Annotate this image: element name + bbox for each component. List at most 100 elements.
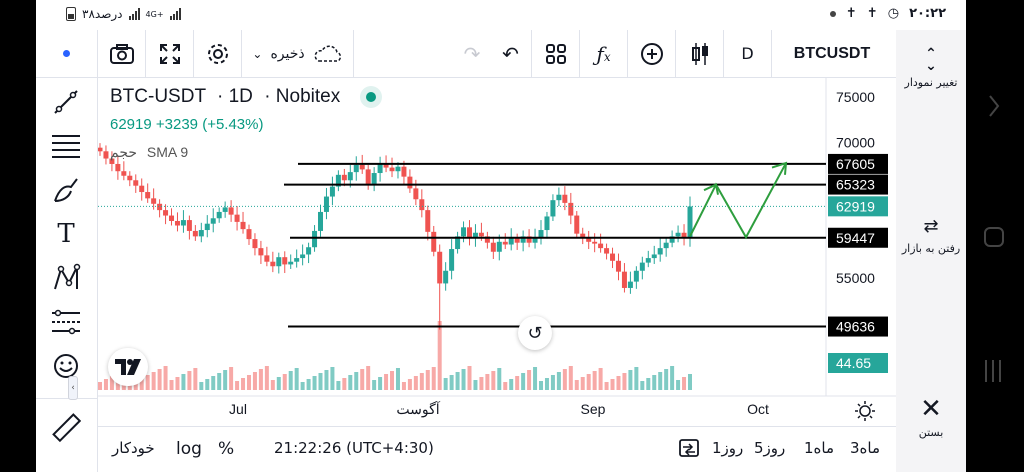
candle[interactable] <box>294 258 300 262</box>
candle[interactable] <box>139 185 145 193</box>
candle[interactable] <box>210 218 216 224</box>
candle[interactable] <box>413 188 419 200</box>
change-chart-button[interactable]: ⌃ ⌄ تغییر نمودار <box>896 47 966 89</box>
redo-button[interactable]: ↷ <box>454 30 490 78</box>
candle[interactable] <box>216 211 222 219</box>
chart-pane[interactable]: 7500070000650006000055000676056532362919… <box>97 78 896 426</box>
candle[interactable] <box>461 227 467 237</box>
candle[interactable] <box>127 175 133 181</box>
candle[interactable] <box>478 232 484 237</box>
candle[interactable] <box>246 229 252 240</box>
range-5d[interactable]: 5روز <box>754 439 786 457</box>
candle[interactable] <box>633 270 639 282</box>
candle[interactable] <box>121 171 127 176</box>
candle[interactable] <box>598 243 604 249</box>
candle[interactable] <box>359 164 365 170</box>
text-tool[interactable]: T <box>46 216 86 252</box>
candle[interactable] <box>252 239 258 249</box>
candle[interactable] <box>312 230 318 248</box>
date-range-icon[interactable] <box>678 437 700 463</box>
candle[interactable] <box>222 207 228 212</box>
candle[interactable] <box>198 230 204 237</box>
candle[interactable] <box>377 163 383 174</box>
clock-timezone[interactable]: 21:22:26 (UTC+4:30) <box>274 439 434 457</box>
fib-tool[interactable] <box>46 128 86 164</box>
candle[interactable] <box>145 192 151 199</box>
range-1m[interactable]: 1ماه <box>804 439 835 457</box>
candle[interactable] <box>347 172 353 181</box>
chart-type-button[interactable] <box>676 29 724 78</box>
brush-tool[interactable] <box>46 172 86 208</box>
candle[interactable] <box>276 257 282 267</box>
candle[interactable] <box>258 248 264 256</box>
candle[interactable] <box>270 261 276 267</box>
candle[interactable] <box>437 251 443 284</box>
candle[interactable] <box>395 166 401 172</box>
projection-path[interactable] <box>689 162 787 240</box>
indicators-button[interactable]: ƒx <box>580 29 628 78</box>
candle[interactable] <box>502 241 508 245</box>
candle[interactable] <box>532 237 538 243</box>
ruler-tool[interactable] <box>46 410 86 446</box>
candle[interactable] <box>639 262 645 271</box>
candle[interactable] <box>490 242 496 252</box>
candle[interactable] <box>508 238 514 245</box>
candle[interactable] <box>97 147 103 152</box>
candle[interactable] <box>186 220 192 231</box>
candle[interactable] <box>306 247 312 255</box>
candle[interactable] <box>449 249 455 271</box>
candle[interactable] <box>329 186 335 197</box>
candle[interactable] <box>550 200 556 217</box>
candle[interactable] <box>240 221 246 230</box>
candle[interactable] <box>443 270 449 284</box>
candle[interactable] <box>407 176 413 189</box>
save-layout-button[interactable]: ⌄ ذخیره <box>242 29 354 78</box>
range-1d[interactable]: 1روز <box>712 439 744 457</box>
symbol-button[interactable]: BTCUSDT <box>772 30 892 78</box>
percent-scale-button[interactable]: % <box>218 439 235 459</box>
candle[interactable] <box>163 210 169 216</box>
candle[interactable] <box>484 236 490 243</box>
candle[interactable] <box>466 227 472 239</box>
candle[interactable] <box>389 167 395 172</box>
candle[interactable] <box>472 232 478 239</box>
candle[interactable] <box>615 260 621 272</box>
chart-settings-button[interactable] <box>850 396 880 426</box>
candle[interactable] <box>562 194 568 203</box>
candle[interactable] <box>288 261 294 265</box>
settings-button[interactable] <box>194 29 242 78</box>
candle[interactable] <box>234 214 240 222</box>
candle[interactable] <box>526 236 532 243</box>
candle[interactable] <box>431 231 437 252</box>
candle[interactable] <box>300 254 306 259</box>
candle[interactable] <box>204 223 210 231</box>
candle[interactable] <box>425 210 431 232</box>
candle[interactable] <box>341 174 347 181</box>
auto-scale-button[interactable]: خودکار <box>112 439 155 457</box>
candle[interactable] <box>657 248 663 255</box>
indicator-legend[interactable]: حجم SMA 9 <box>110 144 188 161</box>
candle[interactable] <box>282 257 288 265</box>
close-button[interactable]: ✕ بستن <box>896 396 966 439</box>
fullscreen-button[interactable] <box>146 29 194 78</box>
candle[interactable] <box>496 241 502 252</box>
candle[interactable] <box>556 194 562 201</box>
candle[interactable] <box>169 215 175 221</box>
candle[interactable] <box>401 166 407 177</box>
candle[interactable] <box>383 163 389 168</box>
candle[interactable] <box>318 211 324 231</box>
candle[interactable] <box>621 271 627 288</box>
candle[interactable] <box>109 158 115 164</box>
candle[interactable] <box>544 216 550 231</box>
layout-button[interactable] <box>532 29 580 78</box>
candle[interactable] <box>538 230 544 238</box>
candle[interactable] <box>645 258 651 263</box>
measure-tool[interactable] <box>46 304 86 340</box>
log-scale-button[interactable]: log <box>176 439 202 459</box>
candle[interactable] <box>580 233 586 239</box>
candle[interactable] <box>157 203 163 211</box>
candle[interactable] <box>663 242 669 249</box>
candle[interactable] <box>133 180 139 186</box>
range-3m[interactable]: 3ماه <box>850 439 881 457</box>
chart-canvas[interactable]: 7500070000650006000055000676056532362919… <box>97 78 896 426</box>
